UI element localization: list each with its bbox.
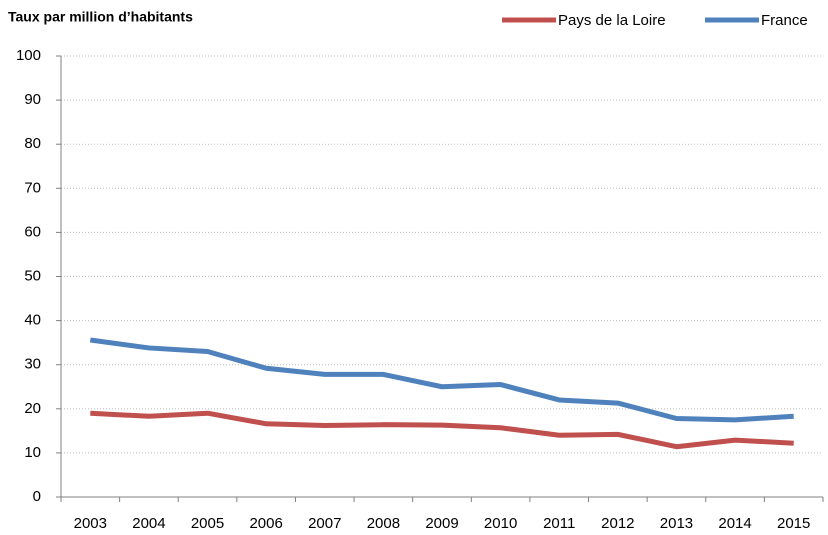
x-tick-label: 2007	[308, 515, 341, 532]
y-tick-label: 80	[24, 135, 41, 152]
x-tick-label: 2011	[543, 515, 575, 532]
x-tick-label: 2009	[425, 515, 458, 532]
legend-label: France	[761, 12, 808, 29]
chart-title: Taux par million d’habitants	[8, 9, 193, 25]
y-tick-label: 30	[24, 356, 41, 373]
x-tick-label: 2012	[601, 515, 634, 532]
legend-label: Pays de la Loire	[558, 12, 666, 29]
x-tick-label: 2010	[484, 515, 517, 532]
y-tick-label: 20	[24, 400, 41, 417]
x-tick-label: 2014	[718, 515, 751, 532]
x-tick-label: 2005	[191, 515, 224, 532]
x-tick-label: 2006	[249, 515, 282, 532]
y-tick-label: 90	[24, 91, 41, 108]
x-tick-label: 2008	[367, 515, 400, 532]
y-tick-label: 70	[24, 179, 41, 196]
y-tick-label: 50	[24, 267, 41, 284]
series-line	[90, 410, 794, 450]
y-tick-label: 100	[16, 47, 41, 64]
series-line	[89, 337, 794, 423]
y-tick-label: 10	[24, 444, 41, 461]
x-tick-label: 2003	[74, 515, 107, 532]
y-tick-label: 0	[33, 488, 41, 505]
x-tick-label: 2013	[660, 515, 693, 532]
y-tick-label: 40	[24, 312, 41, 329]
x-tick-label: 2015	[777, 515, 810, 532]
y-tick-label: 60	[24, 223, 41, 240]
x-tick-label: 2004	[132, 515, 165, 532]
